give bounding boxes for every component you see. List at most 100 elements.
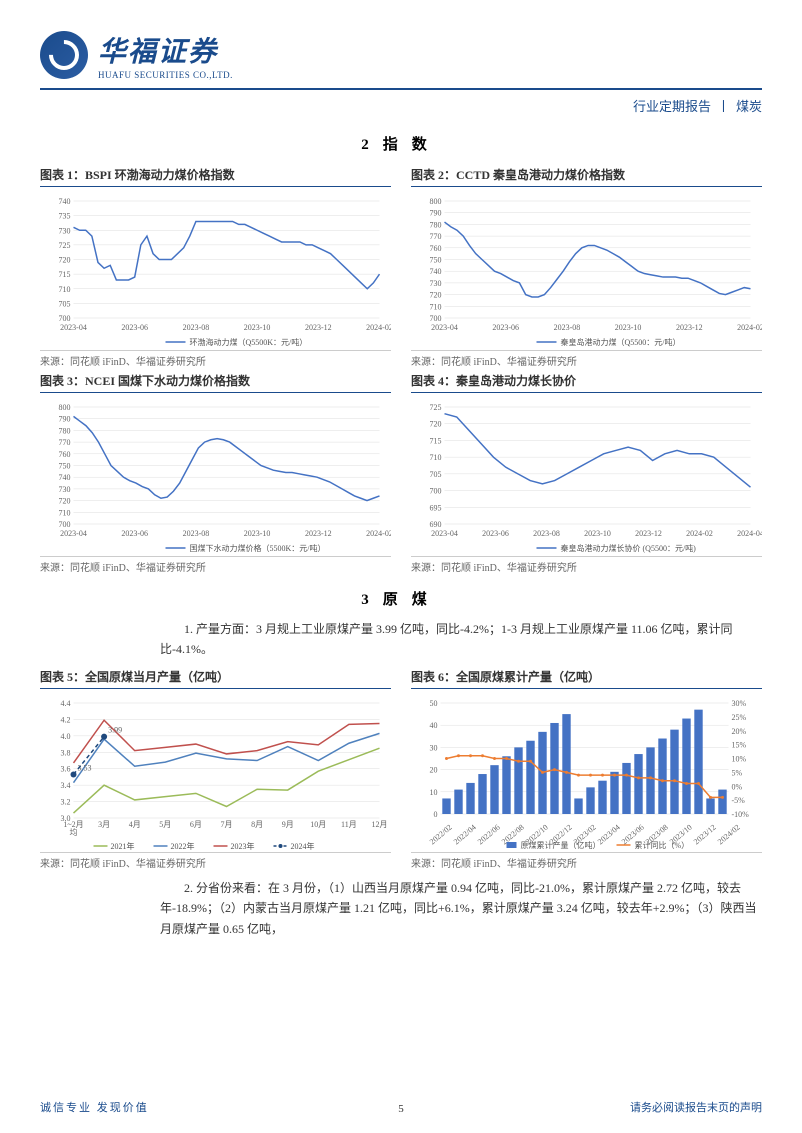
svg-text:720: 720 xyxy=(430,291,442,300)
doc-type-row: 行业定期报告 丨 煤炭 xyxy=(40,96,762,115)
svg-text:4.2: 4.2 xyxy=(61,715,71,724)
svg-text:725: 725 xyxy=(59,241,71,250)
svg-text:20%: 20% xyxy=(732,727,747,736)
svg-text:790: 790 xyxy=(59,415,71,424)
chart-1-source: 来源：同花顺 iFinD、华福证券研究所 xyxy=(40,350,391,368)
chart-2-source: 来源：同花顺 iFinD、华福证券研究所 xyxy=(411,350,762,368)
chart-6-title: 图表 6：全国原煤累计产量（亿吨） xyxy=(411,668,762,689)
svg-text:3.2: 3.2 xyxy=(61,797,71,806)
chart-4-svg: 6906957007057107157207252023-042023-0620… xyxy=(411,399,762,554)
svg-text:20: 20 xyxy=(430,765,438,774)
svg-text:2023-06: 2023-06 xyxy=(482,529,509,538)
svg-text:4.4: 4.4 xyxy=(61,699,71,708)
svg-text:2023-06: 2023-06 xyxy=(121,323,148,332)
svg-text:730: 730 xyxy=(430,279,442,288)
svg-text:740: 740 xyxy=(59,197,71,206)
svg-text:10: 10 xyxy=(430,788,438,797)
page-number: 5 xyxy=(398,1103,404,1115)
svg-text:2024-02: 2024-02 xyxy=(366,529,391,538)
svg-text:30: 30 xyxy=(430,743,438,752)
svg-text:4.0: 4.0 xyxy=(61,732,71,741)
svg-text:740: 740 xyxy=(59,473,71,482)
chart-3-title: 图表 3：NCEI 国煤下水动力煤价格指数 xyxy=(40,372,391,393)
svg-text:11月: 11月 xyxy=(341,820,357,829)
svg-text:2023-04: 2023-04 xyxy=(60,529,87,538)
section-3-para-1: 1. 产量方面：3 月规上工业原煤产量 3.99 亿吨，同比-4.2%；1-3 … xyxy=(160,619,762,660)
svg-text:2023-08: 2023-08 xyxy=(183,323,210,332)
svg-text:730: 730 xyxy=(59,485,71,494)
company-name-cn: 华福证券 xyxy=(98,30,233,70)
svg-text:2022年: 2022年 xyxy=(171,841,195,850)
chart-5-svg: 3.03.23.43.63.84.04.24.41~2月均3月4月5月6月7月8… xyxy=(40,695,391,850)
svg-text:7月: 7月 xyxy=(221,820,233,829)
svg-text:700: 700 xyxy=(59,520,71,529)
svg-text:2023-04: 2023-04 xyxy=(431,323,458,332)
svg-text:9月: 9月 xyxy=(282,820,294,829)
svg-text:2023-10: 2023-10 xyxy=(615,323,642,332)
svg-text:3.6: 3.6 xyxy=(61,764,71,773)
svg-text:2023-04: 2023-04 xyxy=(60,323,87,332)
svg-text:2024-04: 2024-04 xyxy=(737,529,762,538)
svg-text:2023-12: 2023-12 xyxy=(635,529,662,538)
svg-text:750: 750 xyxy=(430,256,442,265)
svg-text:15%: 15% xyxy=(732,740,747,749)
svg-text:760: 760 xyxy=(430,244,442,253)
svg-text:2023-12: 2023-12 xyxy=(305,529,332,538)
svg-text:715: 715 xyxy=(59,270,71,279)
chart-2-panel: 图表 2：CCTD 秦皇岛港动力煤价格指数 700710720730740750… xyxy=(411,166,762,368)
svg-text:12月: 12月 xyxy=(372,820,388,829)
svg-text:720: 720 xyxy=(59,256,71,265)
svg-text:环渤海动力煤（Q5500K：元/吨）: 环渤海动力煤（Q5500K：元/吨） xyxy=(190,337,308,347)
svg-text:780: 780 xyxy=(430,220,442,229)
chart-4-title: 图表 4：秦皇岛港动力煤长协价 xyxy=(411,372,762,393)
svg-text:2023-12: 2023-12 xyxy=(305,323,332,332)
doc-category: 煤炭 xyxy=(736,96,762,115)
svg-text:2024/02: 2024/02 xyxy=(716,822,742,846)
svg-text:国煤下水动力煤价格（5500K：元/吨）: 国煤下水动力煤价格（5500K：元/吨） xyxy=(190,543,326,553)
svg-text:710: 710 xyxy=(430,453,442,462)
svg-text:2023-10: 2023-10 xyxy=(244,529,271,538)
svg-text:2023-08: 2023-08 xyxy=(533,529,560,538)
svg-text:5%: 5% xyxy=(732,768,743,777)
svg-text:790: 790 xyxy=(430,209,442,218)
svg-text:2023-08: 2023-08 xyxy=(183,529,210,538)
svg-text:760: 760 xyxy=(59,450,71,459)
svg-text:10%: 10% xyxy=(732,754,747,763)
svg-text:700: 700 xyxy=(430,314,442,323)
chart-3-svg: 7007107207307407507607707807908002023-04… xyxy=(40,399,391,554)
svg-text:720: 720 xyxy=(430,420,442,429)
svg-text:720: 720 xyxy=(59,497,71,506)
svg-text:2021年: 2021年 xyxy=(111,841,135,850)
svg-text:800: 800 xyxy=(430,197,442,206)
svg-text:秦皇岛港动力煤（Q5500：元/吨）: 秦皇岛港动力煤（Q5500：元/吨） xyxy=(561,337,681,347)
footer-right: 请务必阅读报告末页的声明 xyxy=(630,1099,762,1115)
svg-text:700: 700 xyxy=(59,314,71,323)
chart-6-source: 来源：同花顺 iFinD、华福证券研究所 xyxy=(411,852,762,870)
chart-1-title: 图表 1：BSPI 环渤海动力煤价格指数 xyxy=(40,166,391,187)
chart-1-svg: 7007057107157207257307357402023-042023-0… xyxy=(40,193,391,348)
svg-text:2023-06: 2023-06 xyxy=(492,323,519,332)
svg-text:0: 0 xyxy=(434,810,438,819)
footer-left: 诚信专业 发现价值 xyxy=(40,1099,149,1115)
svg-text:2024-02: 2024-02 xyxy=(366,323,391,332)
svg-text:累计同比（%）: 累计同比（%） xyxy=(635,840,690,850)
svg-text:3.4: 3.4 xyxy=(61,781,71,790)
chart-1-panel: 图表 1：BSPI 环渤海动力煤价格指数 7007057107157207257… xyxy=(40,166,391,368)
svg-text:2023/12: 2023/12 xyxy=(692,822,718,846)
svg-text:705: 705 xyxy=(430,470,442,479)
svg-text:725: 725 xyxy=(430,403,442,412)
svg-text:2024年: 2024年 xyxy=(291,841,315,850)
svg-text:780: 780 xyxy=(59,426,71,435)
company-logo xyxy=(40,31,88,79)
section-2-title: 2指数 xyxy=(40,133,762,154)
svg-text:2022/02: 2022/02 xyxy=(428,822,454,846)
svg-text:770: 770 xyxy=(59,438,71,447)
svg-text:3月: 3月 xyxy=(98,820,110,829)
svg-text:800: 800 xyxy=(59,403,71,412)
svg-text:735: 735 xyxy=(59,212,71,221)
chart-4-source: 来源：同花顺 iFinD、华福证券研究所 xyxy=(411,556,762,574)
svg-text:770: 770 xyxy=(430,232,442,241)
svg-text:5月: 5月 xyxy=(159,820,171,829)
svg-text:0%: 0% xyxy=(732,782,743,791)
svg-text:2023-10: 2023-10 xyxy=(584,529,611,538)
